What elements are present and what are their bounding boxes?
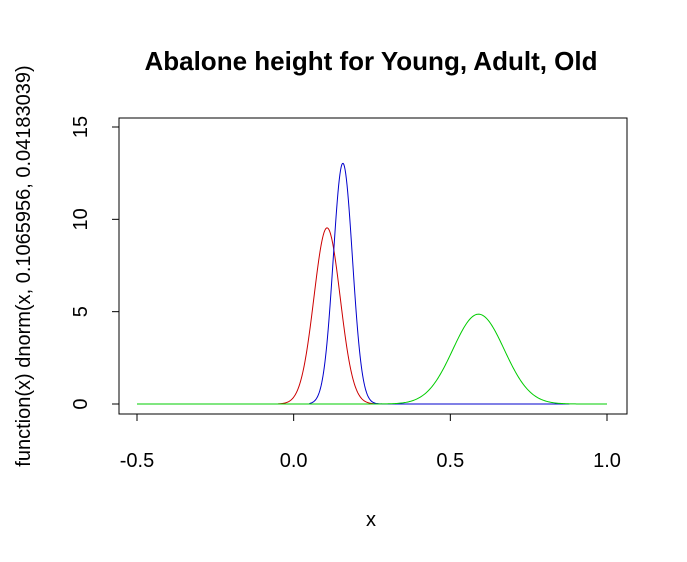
series-line-3 <box>137 313 607 405</box>
y-axis: 0 5 10 15 <box>70 116 120 410</box>
plot-area <box>137 162 607 405</box>
y-axis-label: function(x) dnorm(x, 0.1065956, 0.041830… <box>13 65 35 466</box>
x-axis-label: x <box>366 509 376 531</box>
y-tick-label: 10 <box>70 208 92 230</box>
y-tick-label: 0 <box>70 398 92 409</box>
y-tick-label: 5 <box>70 306 92 317</box>
x-tick-label: 1.0 <box>593 450 621 472</box>
series-line-1 <box>277 227 379 405</box>
plot-frame <box>118 117 628 415</box>
y-tick-label: 15 <box>70 116 92 138</box>
x-axis: -0.5 0.0 0.5 1.0 <box>120 413 621 472</box>
x-tick-label: 0.5 <box>436 450 464 472</box>
series-line-2 <box>309 162 570 405</box>
x-tick-label: -0.5 <box>120 450 154 472</box>
x-tick-label: 0.0 <box>280 450 308 472</box>
chart-title: Abalone height for Young, Adult, Old <box>144 46 597 76</box>
